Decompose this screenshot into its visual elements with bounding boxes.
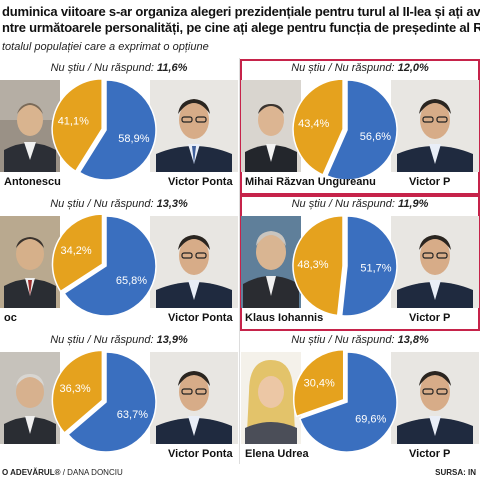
candidate-name-left: oc — [4, 312, 17, 324]
pie-label-challenger: 41,1% — [58, 116, 89, 128]
poll-panel-udrea: Nu știu / Nu răspund: 13,8% 69,6% 30,4% E… — [241, 332, 479, 466]
poll-panel-ungureanu: Nu știu / Nu răspund: 12,0% 56,6% 43,4% M… — [240, 59, 480, 195]
pie-chart: 65,8% 34,2% — [51, 213, 157, 317]
headline-subtitle: totalul populației care a exprimat o opț… — [2, 41, 209, 53]
poll-panel-boc: Nu știu / Nu răspund: 13,3% 65,8% 34,2% o… — [0, 196, 238, 330]
pie-slice-ponta — [67, 351, 157, 453]
undecided-label: Nu știu / Nu răspund: 13,8% — [291, 334, 429, 346]
infographic-header: duminica viitoare s-ar organiza alegeri … — [0, 0, 480, 64]
candidate-name-right: Victor Ponta — [168, 176, 233, 188]
pie-slice-ponta — [63, 215, 157, 317]
credit-text: O ADEVĂRUL® / DANA DONCIU — [2, 468, 123, 477]
candidate-photo-right — [150, 216, 238, 308]
pie-chart: 58,9% 41,1% — [51, 78, 157, 181]
pie-label-challenger: 48,3% — [297, 259, 328, 271]
pie-chart: 69,6% 30,4% — [292, 348, 398, 453]
pie-slice-ponta — [298, 351, 398, 453]
source-text: SURSA: IN — [435, 468, 476, 477]
undecided-label: Nu știu / Nu răspund: 12,0% — [291, 62, 429, 74]
candidate-photo-right — [391, 352, 479, 444]
pie-label-challenger: 43,4% — [298, 118, 329, 130]
headline-line-2: ntre următoarele personalități, pe cine … — [2, 20, 480, 35]
pie-label-challenger: 34,2% — [60, 245, 91, 257]
pie-label-ponta: 65,8% — [116, 275, 147, 287]
pie-label-challenger: 36,3% — [59, 383, 90, 395]
candidate-name-right: Victor P — [409, 312, 451, 324]
pie-slice-ponta — [78, 79, 157, 181]
pie-label-ponta: 58,9% — [118, 133, 149, 145]
undecided-label: Nu știu / Nu răspund: 13,9% — [50, 334, 188, 346]
pie-slice-challenger — [51, 213, 104, 293]
undecided-label: Nu știu / Nu răspund: 13,3% — [50, 198, 188, 210]
pie-slice-challenger — [51, 78, 103, 173]
candidate-name-right: Victor Ponta — [168, 448, 233, 460]
pie-slice-ponta — [325, 79, 398, 181]
undecided-label: Nu știu / Nu răspund: 11,6% — [50, 62, 188, 74]
pie-chart: 63,7% 36,3% — [51, 349, 157, 453]
candidate-name-left: Mihai Răzvan Ungureanu — [245, 176, 376, 188]
pie-label-ponta: 69,6% — [355, 414, 386, 426]
pie-label-ponta: 63,7% — [117, 409, 148, 421]
candidate-photo-left — [0, 80, 60, 172]
headline-line-1: duminica viitoare s-ar organiza alegeri … — [2, 4, 480, 19]
candidate-photo-left — [0, 352, 60, 444]
candidate-name-left: Elena Udrea — [245, 448, 309, 460]
candidate-name-right: Victor P — [409, 176, 451, 188]
candidate-name-left: Antonescu — [4, 176, 61, 188]
candidate-photo-right — [150, 80, 238, 172]
infographic-footer: O ADEVĂRUL® / DANA DONCIU SURSA: IN — [0, 466, 480, 480]
poll-panel-melescanu: Nu știu / Nu răspund: 13,9% 63,7% 36,3% V… — [0, 332, 238, 466]
candidate-photo-right — [391, 80, 479, 172]
candidate-photo-left — [241, 352, 301, 444]
candidate-photo-left — [0, 216, 60, 308]
candidate-photo-left — [241, 80, 301, 172]
column-divider — [239, 58, 240, 464]
pie-label-ponta: 56,6% — [360, 131, 391, 143]
pie-slice-challenger — [292, 215, 344, 317]
pie-slice-challenger — [51, 349, 104, 434]
pie-slice-challenger — [292, 78, 344, 176]
undecided-label: Nu știu / Nu răspund: 11,9% — [291, 198, 429, 210]
candidate-photo-right — [391, 216, 479, 308]
pie-slice-challenger — [292, 348, 345, 418]
candidate-name-left: Klaus Iohannis — [245, 312, 324, 324]
pie-chart: 56,6% 43,4% — [292, 78, 398, 181]
pie-label-challenger: 30,4% — [304, 377, 335, 389]
pie-label-ponta: 51,7% — [360, 263, 391, 275]
poll-panel-antonescu: Nu știu / Nu răspund: 11,6% 58,9% 41,1% A… — [0, 60, 238, 194]
candidate-name-right: Victor P — [409, 448, 451, 460]
pie-chart: 51,7% 48,3% — [292, 215, 398, 317]
candidate-photo-left — [241, 216, 301, 308]
candidate-photo-right — [150, 352, 238, 444]
candidate-name-right: Victor Ponta — [168, 312, 233, 324]
pie-slice-ponta — [340, 215, 398, 317]
poll-panel-iohannis: Nu știu / Nu răspund: 11,9% 51,7% 48,3% K… — [240, 195, 480, 331]
